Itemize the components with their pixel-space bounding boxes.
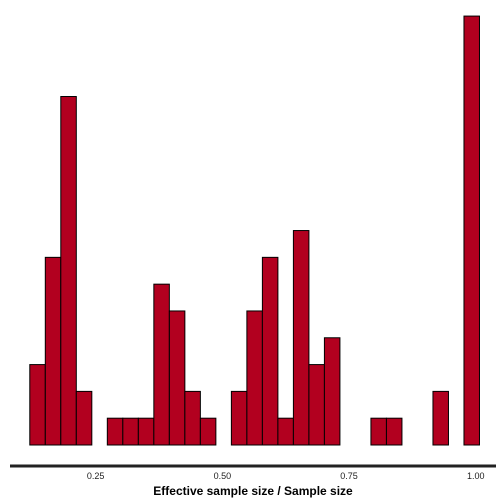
x-tick-label-3: 1.00 [467, 471, 485, 481]
x-tick-label-1: 0.50 [214, 471, 232, 481]
histogram-bar-16 [277, 417, 294, 446]
x-tick-label-0: 0.25 [87, 471, 105, 481]
x-axis-title: Effective sample size / Sample size [153, 484, 353, 498]
histogram-bar-2 [60, 96, 77, 446]
histogram-bar-7 [137, 417, 155, 446]
histogram-bar-28 [463, 15, 480, 446]
histogram-bar-9 [168, 310, 186, 446]
histogram-bar-8 [153, 283, 170, 446]
histogram-bar-23 [385, 417, 403, 446]
histogram-bar-5 [106, 417, 124, 446]
histogram-bars [29, 15, 480, 446]
histogram-bar-13 [230, 390, 248, 446]
x-axis-ticks: 0.25 0.50 0.75 1.00 [87, 471, 485, 481]
histogram-bar-10 [184, 390, 201, 446]
histogram-bar-18 [308, 364, 325, 446]
x-tick-label-2: 0.75 [340, 471, 358, 481]
histogram-bar-11 [199, 417, 217, 446]
histogram-bar-6 [122, 417, 139, 446]
histogram-bar-19 [323, 337, 341, 446]
histogram-bar-22 [370, 417, 387, 446]
histogram-bar-0 [29, 364, 46, 446]
histogram-bar-26 [432, 390, 449, 446]
histogram-bar-3 [75, 390, 93, 446]
histogram-bar-15 [261, 256, 279, 446]
histogram-bar-14 [246, 310, 263, 446]
histogram-bar-17 [292, 230, 310, 446]
histogram-bar-1 [44, 256, 62, 446]
